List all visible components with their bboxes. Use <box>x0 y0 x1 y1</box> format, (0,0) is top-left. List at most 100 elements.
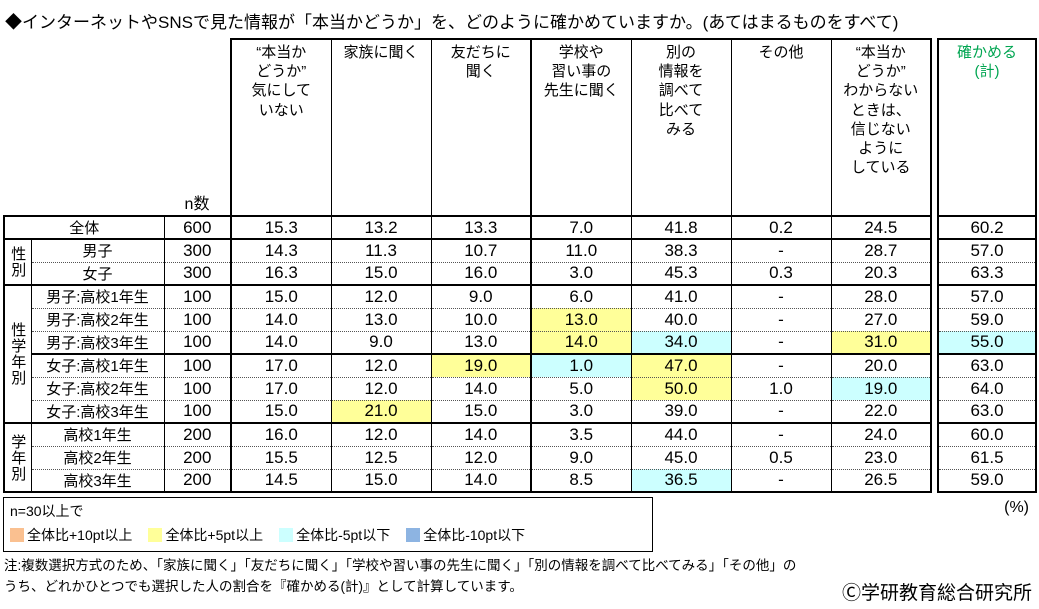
legend-label: 全体比+5pt以上 <box>165 527 264 543</box>
value-cell: 14.0 <box>430 468 531 493</box>
value-cell: 12.0 <box>330 376 431 400</box>
total-cell: 61.5 <box>937 445 1037 469</box>
legend-item-plus5: 全体比+5pt以上 <box>148 525 263 545</box>
value-cell: 15.0 <box>330 261 431 285</box>
value-cell: 28.0 <box>830 284 932 308</box>
row-label: 全体 <box>3 215 164 239</box>
value-cell: 11.3 <box>330 238 431 262</box>
n-cell: 100 <box>163 376 231 400</box>
column-gap <box>931 400 938 423</box>
row-label: 女子:高校2年生 <box>30 376 164 400</box>
value-cell: 13.0 <box>330 307 431 331</box>
value-cell: 24.0 <box>830 422 932 446</box>
value-cell: 15.0 <box>230 284 331 308</box>
col-header-2: 友だちに 聞く <box>430 38 532 217</box>
table-row: 高校3年生 200 14.5 15.0 14.0 8.5 36.5-26.5 59.0 <box>4 468 1037 493</box>
value-cell: 15.0 <box>230 399 331 423</box>
value-cell: 1.0 <box>530 353 631 377</box>
value-cell: - <box>730 307 831 331</box>
table-row: 男子:高校3年生 100 14.0 9.0 13.0 14.0 34.0-31.0 55.0 <box>4 330 1037 354</box>
n-cell: 100 <box>163 330 231 354</box>
value-cell: 14.5 <box>230 468 331 493</box>
col-header-1: 家族に聞く <box>330 38 432 217</box>
value-cell: 19.0 <box>830 376 932 400</box>
value-cell: 12.0 <box>330 353 431 377</box>
legend-box: n=30以上で 全体比+10pt以上 全体比+5pt以上 全体比-5pt以下 全… <box>3 497 653 552</box>
value-cell: 3.0 <box>530 261 631 285</box>
value-cell: 8.5 <box>530 468 631 493</box>
value-cell: 14.0 <box>530 330 631 354</box>
value-cell: 41.0 <box>630 284 731 308</box>
row-group-label: 性学年別 <box>3 284 32 424</box>
total-cell: 60.2 <box>937 215 1037 239</box>
value-cell: 17.0 <box>230 353 331 377</box>
value-cell: 12.0 <box>330 422 431 446</box>
value-cell: - <box>730 468 831 493</box>
total-cell: 57.0 <box>937 238 1037 262</box>
column-gap <box>931 239 938 262</box>
value-cell: 9.0 <box>530 445 631 469</box>
column-gap <box>931 377 938 400</box>
column-gap <box>931 469 938 492</box>
total-cell: 63.0 <box>937 399 1037 423</box>
value-cell: 13.0 <box>530 307 631 331</box>
value-cell: 31.0 <box>830 330 932 354</box>
n-cell: 100 <box>163 284 231 308</box>
unit-label: (%) <box>1004 499 1029 516</box>
row-label: 女子:高校1年生 <box>30 353 164 377</box>
value-cell: 15.0 <box>330 468 431 493</box>
value-cell: 44.0 <box>630 422 731 446</box>
row-label: 男子:高校3年生 <box>30 330 164 354</box>
table-row: 女子:高校2年生 100 17.0 12.0 14.0 5.0 50.0 1.0 19.0 64.… <box>4 376 1037 400</box>
table-row: 高校2年生 200 15.5 12.5 12.0 9.0 45.0 0.5 23.0 61.5 <box>4 445 1037 469</box>
n-cell: 200 <box>163 422 231 446</box>
column-gap <box>931 446 938 469</box>
total-cell: 63.3 <box>937 261 1037 285</box>
value-cell: 45.3 <box>630 261 731 285</box>
value-cell: 11.0 <box>530 238 631 262</box>
footnote: 注:複数選択方式のため、「家族に聞く」「友だちに聞く」「学校や習い事の先生に聞く… <box>4 556 1039 598</box>
column-gap <box>931 262 938 285</box>
value-cell: - <box>730 422 831 446</box>
value-cell: 9.0 <box>430 284 531 308</box>
row-label: 高校2年生 <box>30 445 164 469</box>
value-cell: 28.7 <box>830 238 932 262</box>
value-cell: 3.5 <box>530 422 631 446</box>
table-corner <box>4 39 164 216</box>
value-cell: 21.0 <box>330 399 431 423</box>
n-cell: 100 <box>163 307 231 331</box>
value-cell: 13.0 <box>430 330 531 354</box>
total-cell: 59.0 <box>937 468 1037 493</box>
value-cell: 13.3 <box>430 215 531 239</box>
copyright: Ⓒ学研教育総合研究所 <box>841 583 1032 604</box>
value-cell: 24.5 <box>830 215 932 239</box>
value-cell: 47.0 <box>630 353 731 377</box>
page-title: ◆インターネットやSNSで見た情報が「本当かどうか」を、どのように確かめています… <box>5 13 899 32</box>
column-gap <box>931 331 938 354</box>
value-cell: 20.3 <box>830 261 932 285</box>
value-cell: 17.0 <box>230 376 331 400</box>
col-header-3: 学校や 習い事の 先生に聞く <box>530 38 632 217</box>
value-cell: 14.0 <box>430 422 531 446</box>
value-cell: 12.0 <box>330 284 431 308</box>
value-cell: 14.0 <box>230 307 331 331</box>
header-row: n数 “本当か どうか” 気にして いない 家族に聞く 友だちに 聞く 学校や … <box>4 38 1037 217</box>
value-cell: 10.0 <box>430 307 531 331</box>
n-cell: 200 <box>163 468 231 493</box>
total-cell: 57.0 <box>937 284 1037 308</box>
legend-item-plus10: 全体比+10pt以上 <box>10 525 132 545</box>
column-gap <box>931 423 938 446</box>
table-row: 女子:高校3年生 100 15.0 21.0 15.0 3.0 39.0-22.0 63.0 <box>4 399 1037 423</box>
row-group-label: 性別 <box>3 238 32 286</box>
row-label: 高校3年生 <box>30 468 164 493</box>
value-cell: 19.0 <box>430 353 531 377</box>
value-cell: 9.0 <box>330 330 431 354</box>
n-cell: 100 <box>163 399 231 423</box>
total-cell: 59.0 <box>937 307 1037 331</box>
row-group-label: 学年別 <box>3 422 32 493</box>
value-cell: - <box>730 330 831 354</box>
value-cell: 0.3 <box>730 261 831 285</box>
row-label: 高校1年生 <box>30 422 164 446</box>
col-header-4: 別の 情報を 調べて 比べて みる <box>630 38 732 217</box>
value-cell: 41.8 <box>630 215 731 239</box>
